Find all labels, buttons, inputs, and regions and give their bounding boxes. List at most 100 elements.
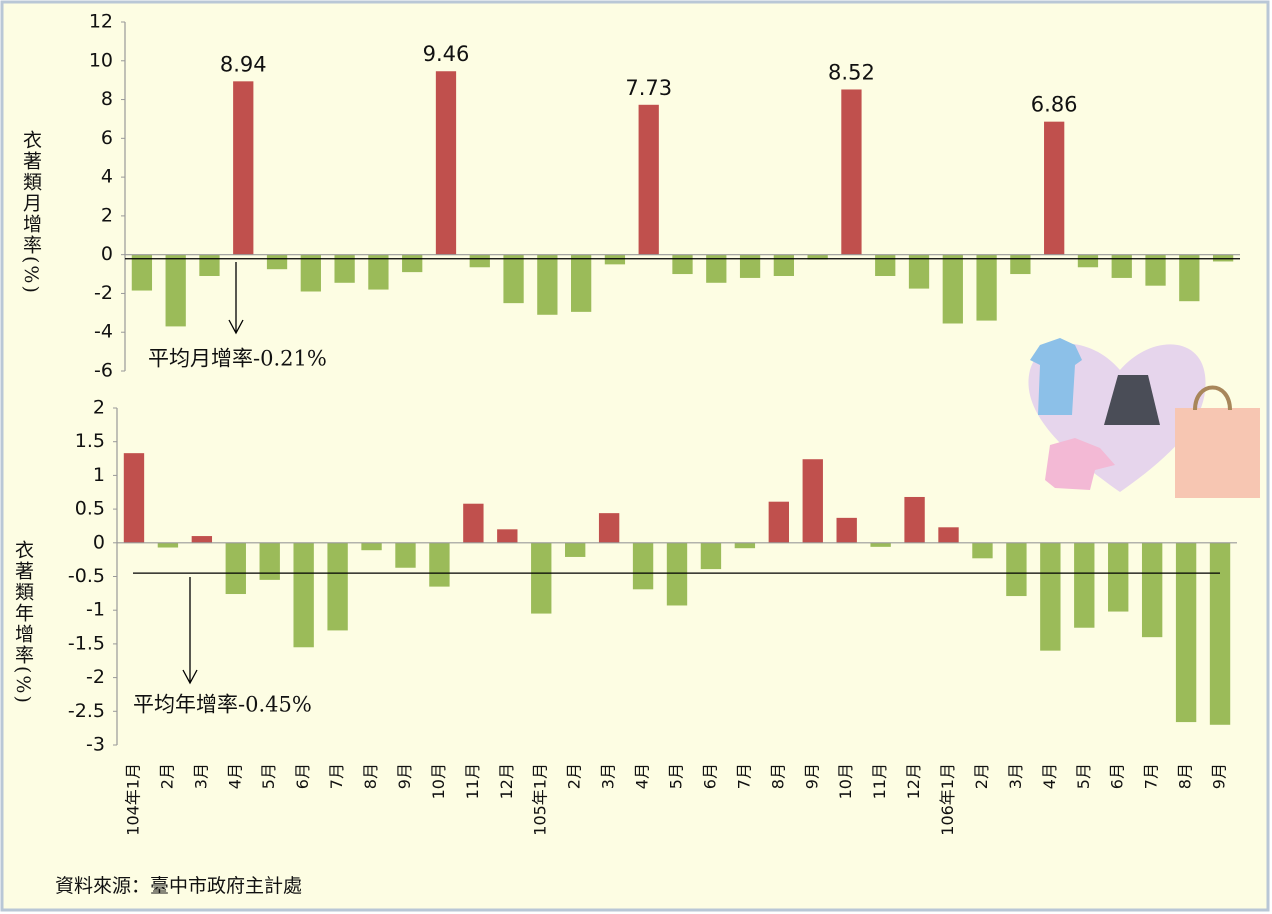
x-tick-label: 8月: [361, 763, 380, 789]
y-tick-label: 10: [89, 49, 113, 71]
x-tick-label: 7月: [1142, 763, 1161, 789]
bar: [132, 255, 152, 291]
bar: [463, 504, 483, 543]
bar: [667, 543, 687, 606]
bar: [870, 543, 890, 547]
bar: [1176, 543, 1196, 722]
bar: [199, 255, 219, 276]
y-tick-label: -2.5: [68, 700, 105, 722]
x-tick-label: 10月: [429, 763, 448, 799]
bar: [633, 543, 653, 590]
x-tick-label: 11月: [870, 763, 889, 799]
x-tick-label: 105年1月: [531, 763, 550, 836]
bar: [605, 255, 625, 265]
y-tick-label: 2: [101, 204, 113, 226]
x-tick-label: 2月: [972, 763, 991, 789]
y-tick-label: -1: [86, 599, 105, 621]
data-label: 8.94: [220, 52, 267, 76]
bar: [803, 459, 823, 543]
bar: [909, 255, 929, 289]
bar: [166, 255, 186, 327]
bar: [301, 255, 321, 292]
annotation: 平均月增率-0.21%: [148, 347, 327, 371]
y-tick-label: 6: [101, 127, 113, 149]
y-tick-label: -3: [86, 734, 105, 756]
y-tick-label: 2: [93, 397, 105, 419]
bar: [497, 529, 517, 542]
x-tick-label: 7月: [734, 763, 753, 789]
bar: [260, 543, 280, 580]
y-tick-label: 12: [89, 11, 113, 33]
bar: [1078, 255, 1098, 268]
bar: [735, 543, 755, 548]
bar: [1108, 543, 1128, 612]
bar: [1040, 543, 1060, 651]
x-tick-label: 9月: [802, 763, 821, 789]
bar: [1179, 255, 1199, 302]
bar: [226, 543, 246, 594]
x-tick-label: 106年1月: [938, 763, 957, 836]
x-tick-label: 4月: [225, 763, 244, 789]
y-tick-label: -1.5: [68, 632, 105, 654]
data-label: 7.73: [625, 76, 672, 100]
bar: [672, 255, 692, 274]
data-label: 8.52: [828, 60, 875, 84]
x-tick-label: 9月: [395, 763, 414, 789]
y-axis-label: 衣著類月增率(%): [20, 130, 42, 295]
bar: [158, 543, 178, 548]
bar: [1210, 543, 1230, 725]
x-tick-label: 5月: [259, 763, 278, 789]
y-tick-label: 1.5: [75, 430, 105, 452]
y-tick-label: 0: [93, 531, 105, 553]
bar: [1142, 543, 1162, 637]
y-axis-label: 衣著類年增率(%): [12, 540, 34, 705]
bar: [837, 518, 857, 543]
y-tick-label: 4: [101, 166, 113, 188]
y-tick-label: -2: [94, 282, 113, 304]
bar: [361, 543, 381, 550]
bar: [841, 89, 861, 254]
bar: [1006, 543, 1026, 596]
bar: [327, 543, 347, 631]
bar: [293, 543, 313, 647]
bar: [875, 255, 895, 276]
x-tick-label: 3月: [599, 763, 618, 789]
y-tick-label: -6: [94, 360, 113, 382]
x-tick-label: 104年1月: [123, 763, 142, 836]
y-tick-label: 0: [101, 243, 113, 265]
x-tick-label: 3月: [1006, 763, 1025, 789]
bar: [503, 255, 523, 303]
y-tick-label: 1: [93, 464, 105, 486]
data-label: 6.86: [1031, 93, 1078, 117]
chart: 資料來源：臺中市政府主計處 -6-4-2024681012衣著類月增率(%)8.…: [0, 0, 1272, 914]
x-tick-label: 7月: [327, 763, 346, 789]
x-tick-label: 6月: [1108, 763, 1127, 789]
x-tick-label: 11月: [463, 763, 482, 799]
x-tick-label: 6月: [293, 763, 312, 789]
y-tick-label: 0.5: [75, 498, 105, 520]
bar: [436, 71, 456, 254]
bar: [938, 527, 958, 543]
bar: [1074, 543, 1094, 628]
bar: [599, 513, 619, 543]
x-tick-label: 6月: [700, 763, 719, 789]
bar: [1044, 122, 1064, 255]
bar: [701, 543, 721, 569]
y-tick-label: -2: [86, 666, 105, 688]
bar: [124, 453, 144, 543]
source-note: 資料來源：臺中市政府主計處: [55, 875, 302, 897]
bar: [774, 255, 794, 276]
y-tick-label: -0.5: [68, 565, 105, 587]
x-tick-label: 3月: [191, 763, 210, 789]
x-tick-label: 9月: [1210, 763, 1229, 789]
bar: [233, 81, 253, 254]
bar: [267, 255, 287, 270]
x-tick-label: 5月: [667, 763, 686, 789]
bar: [639, 105, 659, 255]
bar: [429, 543, 449, 587]
x-tick-label: 12月: [497, 763, 516, 799]
bar: [769, 502, 789, 543]
y-tick-label: 8: [101, 88, 113, 110]
bar: [976, 255, 996, 321]
x-tick-label: 12月: [904, 763, 923, 799]
